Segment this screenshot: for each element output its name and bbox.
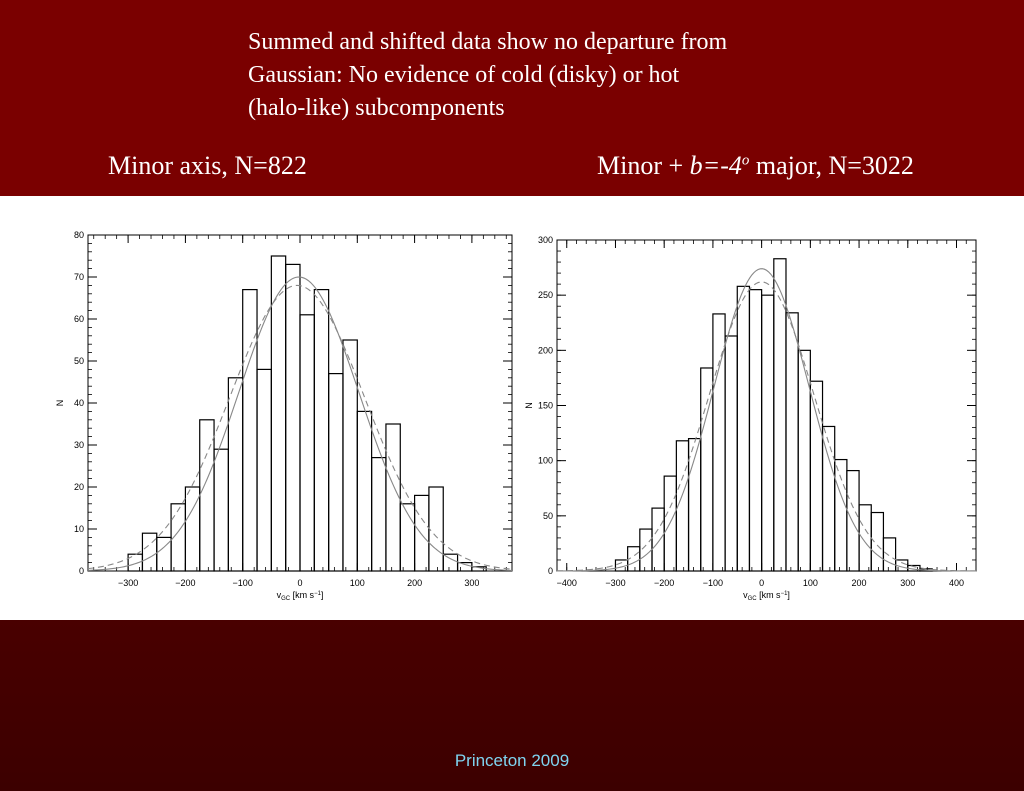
x-axis-label: vGC [km s−1] bbox=[743, 590, 790, 602]
gaussian-fit-dashed bbox=[556, 281, 977, 572]
histogram-bar bbox=[385, 423, 401, 572]
histogram-bar bbox=[821, 425, 836, 572]
x-tick-label: −100 bbox=[703, 578, 723, 588]
y-tick-label: 0 bbox=[79, 566, 84, 576]
y-tick-label: 40 bbox=[74, 398, 84, 408]
chart-panel: −300 −200 −100 0 100 200 300 0 10 20 30 40 50 60 70 80 N… bbox=[0, 196, 1024, 620]
histogram-bar bbox=[328, 373, 344, 572]
x-tick-label: 0 bbox=[297, 578, 302, 588]
y-tick-label: 70 bbox=[74, 272, 84, 282]
y-tick-label: 150 bbox=[538, 401, 553, 411]
y-tick-label: 20 bbox=[74, 482, 84, 492]
histogram-bar bbox=[870, 511, 885, 572]
y-axis-label: N bbox=[55, 400, 65, 407]
subtitle-minor-axis: Minor axis, N=822 bbox=[108, 151, 307, 180]
y-tick-label: 300 bbox=[538, 235, 553, 245]
histogram-bar bbox=[809, 380, 824, 572]
subtitle-minor-plus-major: Minor + b=-4o major, N=3022 bbox=[597, 151, 914, 181]
histogram-bar bbox=[736, 285, 751, 572]
y-tick-label: 0 bbox=[548, 566, 553, 576]
headline-line-1: Summed and shifted data show no departur… bbox=[248, 29, 728, 55]
plot-frame bbox=[556, 239, 977, 572]
x-tick-label: 300 bbox=[464, 578, 479, 588]
y-tick-label: 30 bbox=[74, 440, 84, 450]
histogram-bar bbox=[299, 314, 315, 572]
histogram-bar bbox=[199, 419, 215, 572]
y-tick-label: 60 bbox=[74, 314, 84, 324]
subtitle-right-suffix: major, N=3022 bbox=[749, 151, 914, 180]
histogram-bar bbox=[651, 507, 665, 572]
x-tick-label: 100 bbox=[350, 578, 365, 588]
histogram-bar bbox=[285, 263, 301, 572]
slide-headline: Summed and shifted data show no departur… bbox=[248, 26, 908, 125]
histogram-bar bbox=[371, 457, 387, 572]
histogram-bar bbox=[413, 494, 430, 572]
histogram-bar bbox=[785, 312, 799, 572]
subtitle-right-sup: o bbox=[741, 152, 750, 169]
histogram-bar bbox=[127, 553, 144, 572]
x-tick-label: −300 bbox=[118, 578, 138, 588]
gaussian-fit-solid bbox=[556, 268, 977, 572]
histogram-bar bbox=[442, 553, 459, 572]
histogram-bar bbox=[846, 469, 860, 572]
histogram-bar bbox=[242, 288, 258, 572]
histogram-bar bbox=[141, 532, 158, 572]
x-tick-label: 0 bbox=[759, 578, 764, 588]
gaussian-fit-dashed bbox=[87, 284, 513, 570]
headline-line-2: Gaussian: No evidence of cold (disky) or… bbox=[248, 62, 680, 88]
x-tick-label: 200 bbox=[407, 578, 422, 588]
subtitle-right-value: =-4 bbox=[702, 151, 742, 180]
headline-line-3: (halo-like) subcomponents bbox=[248, 95, 505, 121]
histogram-bar bbox=[227, 377, 244, 572]
histogram-bar bbox=[639, 528, 653, 572]
y-tick-label: 80 bbox=[74, 230, 84, 240]
histogram-bar bbox=[428, 486, 444, 572]
gaussian-fit-solid bbox=[87, 276, 513, 571]
x-axis-label: vGC [km s−1] bbox=[277, 590, 324, 602]
y-tick-label: 100 bbox=[538, 456, 553, 466]
histogram-bar bbox=[213, 448, 229, 572]
histogram-bar bbox=[256, 368, 272, 572]
y-tick-label: 200 bbox=[538, 345, 553, 355]
x-tick-label: 200 bbox=[852, 578, 867, 588]
histogram-bar bbox=[356, 410, 373, 572]
histogram-bar bbox=[748, 289, 763, 572]
y-tick-label: 250 bbox=[538, 290, 553, 300]
histogram-minor-axis: −300 −200 −100 0 100 200 300 0 10 20 30 40 50 60 70 80 N… bbox=[55, 230, 513, 602]
histogram-bar bbox=[313, 288, 330, 572]
y-axis-label: N bbox=[524, 402, 534, 409]
x-tick-label: 300 bbox=[900, 578, 915, 588]
x-tick-label: −200 bbox=[654, 578, 674, 588]
x-tick-label: −400 bbox=[557, 578, 577, 588]
histogram-bar bbox=[724, 335, 738, 572]
x-tick-label: 400 bbox=[949, 578, 964, 588]
subtitle-right-prefix: Minor + bbox=[597, 151, 690, 180]
footer-text: Princeton 2009 bbox=[454, 751, 570, 770]
histogram-bar bbox=[858, 504, 872, 572]
x-tick-label: 100 bbox=[803, 578, 818, 588]
histogram-bar bbox=[882, 537, 897, 572]
x-tick-label: −200 bbox=[175, 578, 195, 588]
y-tick-label: 50 bbox=[543, 511, 553, 521]
x-tick-label: −300 bbox=[605, 578, 625, 588]
y-tick-label: 10 bbox=[74, 524, 84, 534]
subtitle-right-b: b bbox=[689, 151, 703, 180]
y-tick-label: 50 bbox=[74, 356, 84, 366]
histogram-bar bbox=[761, 294, 775, 572]
x-tick-label: −100 bbox=[233, 578, 253, 588]
histogram-bar bbox=[773, 258, 787, 572]
histogram-minor-plus-major: −400 −300 −200 −100 0 100 200 300 400 0 50 100 150 20… bbox=[524, 235, 977, 602]
